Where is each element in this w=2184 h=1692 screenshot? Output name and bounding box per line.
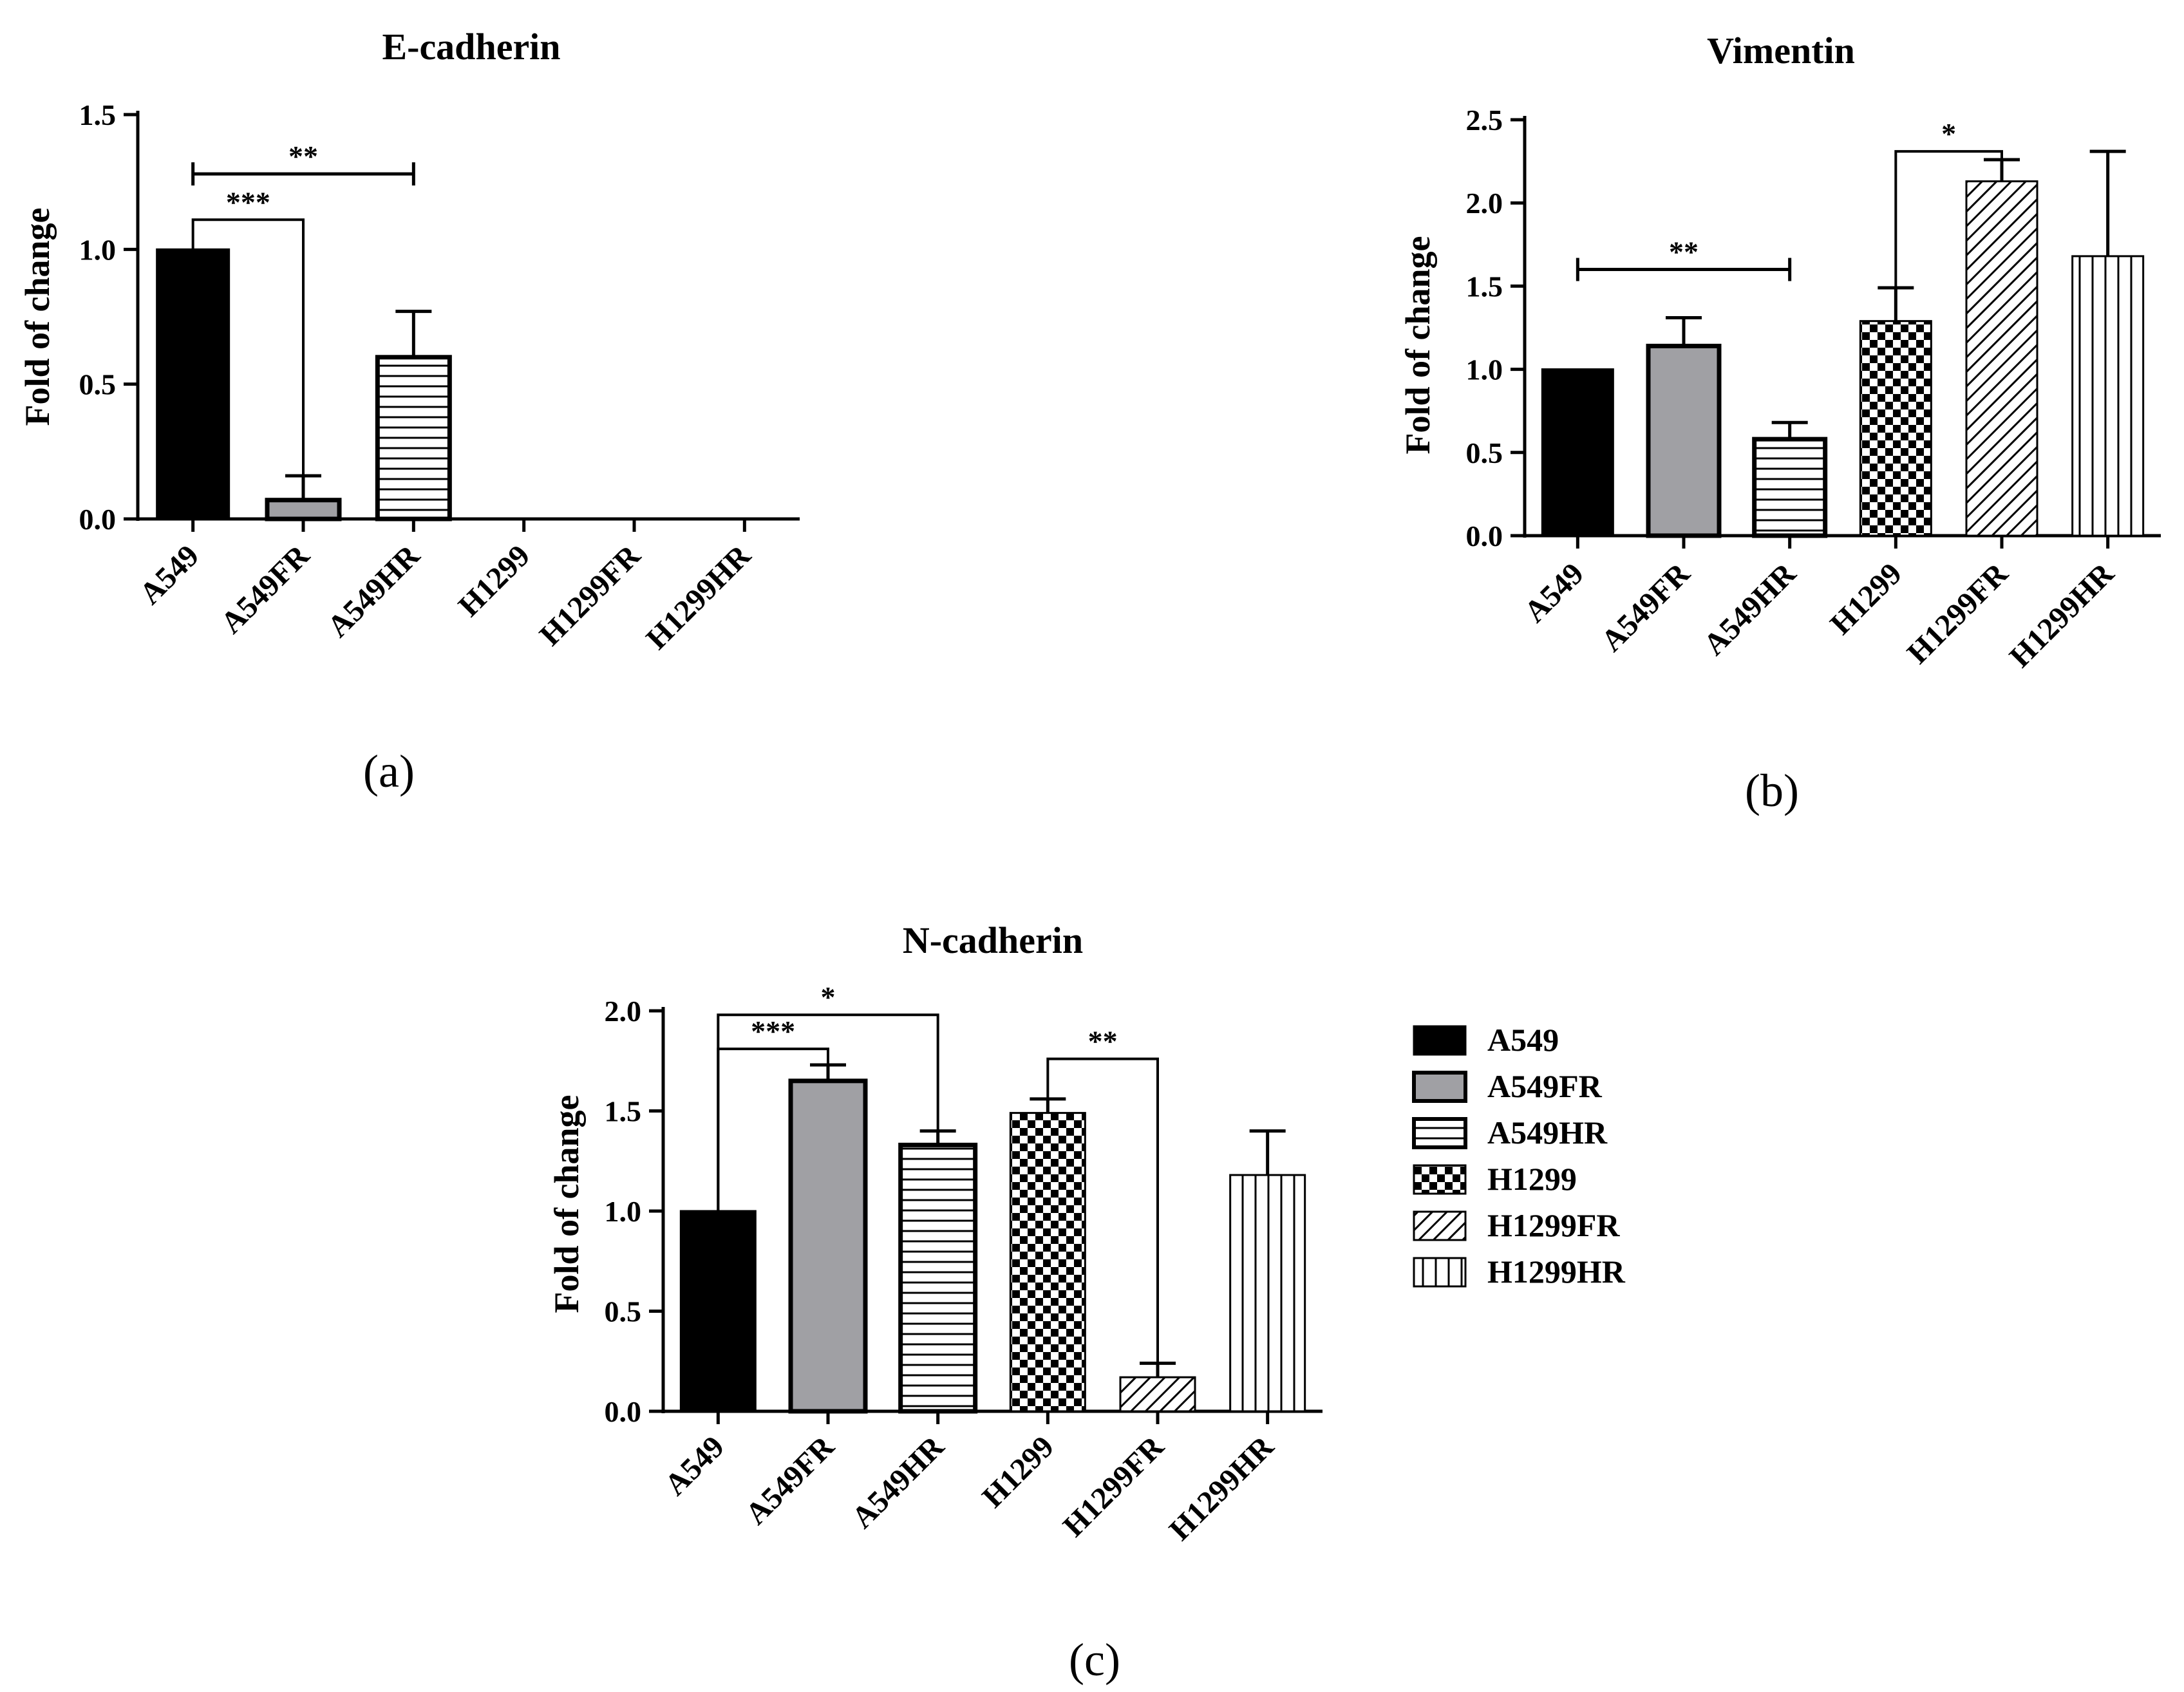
y-tick-label: 1.5 [1466,270,1503,303]
x-tick-label-a549hr: A549HR [1697,556,1803,662]
x-tick-label-a549fr: A549FR [214,538,317,640]
y-tick-label: 1.0 [1466,353,1503,386]
y-tick-label: 1.5 [605,1095,642,1128]
panel-label: (a) [363,746,415,797]
y-axis-label: Fold of change [1398,236,1437,454]
bar-h1299fr [1965,180,2038,537]
bar-h1299hr [1229,1174,1306,1413]
y-tick-label: 2.0 [605,995,642,1028]
legend-label-a549fr: A549FR [1487,1068,1603,1104]
legend-label-h1299fr: H1299FR [1487,1207,1620,1243]
significance-label: ** [1669,236,1699,268]
chart-vimentin: Vimentin Fold of change 0.0 0.5 1.0 1.5 2.0 2… [1398,30,2161,816]
y-tick-label: 0.5 [605,1295,642,1328]
bar-a549fr [1646,343,1722,538]
y-tick-label: 0.0 [605,1395,642,1428]
y-tick-label: 0.0 [79,503,117,536]
x-tick-label-a549fr: A549FR [739,1429,842,1531]
chart-n-cadherin: N-cadherin Fold of change 0.0 0.5 1.0 1.5 2.… [547,919,1323,1686]
x-tick-label-a549: A549 [658,1429,731,1502]
chart-title: Vimentin [1707,30,1855,71]
legend-label-h1299hr: H1299HR [1487,1254,1626,1290]
x-tick-label-a549: A549 [133,538,206,611]
x-tick-label-h1299hr: H1299HR [1163,1429,1281,1547]
y-tick-label: 1.0 [605,1195,642,1228]
x-tick-label-h1299fr: H1299FR [533,538,648,652]
plot-area: 0.0 0.5 1.0 1.5 A549 A549FR A549HR H1299H1299FR… [79,99,800,656]
legend-swatch-h1299hr [1413,1257,1467,1288]
y-tick-label: 2.0 [1466,187,1503,220]
y-axis-label: Fold of change [18,207,57,426]
legend-swatch-a549 [1413,1025,1467,1056]
x-tick-label-a549: A549 [1518,556,1590,629]
x-tick-label-h1299fr: H1299FR [1901,556,2015,670]
legend-swatch-h1299fr [1413,1210,1467,1241]
x-tick-label-h1299: H1299 [975,1429,1060,1514]
bar-a549hr [1752,437,1828,538]
significance-label: *** [226,185,270,218]
y-tick-label: 0.5 [79,368,117,401]
significance-bracket [1046,1057,1159,1364]
y-axis-label: Fold of change [547,1095,586,1313]
y-tick-label: 0.0 [1466,520,1503,552]
x-tick-label-a549hr: A549HR [845,1429,952,1535]
bar-h1299hr [2071,255,2145,537]
bar-a549hr [898,1142,978,1414]
bar-a549fr [788,1078,868,1414]
x-tick-label-h1299hr: H1299HR [2003,556,2122,674]
bar-h1299fr [1119,1376,1196,1413]
legend-label-h1299: H1299 [1487,1161,1577,1197]
significance-label: *** [751,1015,795,1048]
y-tick-label: 0.5 [1466,437,1503,469]
legend-swatch-a549hr [1412,1117,1467,1149]
x-tick-label-h1299: H1299 [1823,556,1908,641]
chart-title: N-cadherin [903,919,1083,961]
panel-label: (c) [1069,1634,1120,1686]
chart-e-cadherin: E-cadherin Fold of change 0.0 0.5 1.0 1.5 A5… [18,26,800,797]
chart-title: E-cadherin [382,26,560,68]
significance-label: * [821,981,836,1013]
significance-label: ** [1088,1025,1118,1058]
bar-h1299 [1009,1112,1086,1413]
bar-a549 [679,1210,757,1413]
bar-a549hr [375,355,452,522]
legend-label-a549: A549 [1487,1022,1559,1058]
y-tick-label: 1.0 [79,233,117,266]
significance-bracket [191,218,305,476]
y-tick-label: 1.5 [79,99,117,131]
x-tick-label-h1299hr: H1299HR [639,538,758,656]
bar-a549 [1541,368,1614,537]
bar-h1299 [1859,320,1932,537]
x-tick-label-a549fr: A549FR [1595,556,1697,658]
significance-bracket [1894,150,2003,288]
bar-a549 [156,248,231,520]
significance-label: ** [288,140,318,173]
y-tick-label: 2.5 [1466,104,1503,136]
legend-swatch-h1299 [1413,1164,1467,1195]
bar-a549fr [265,498,342,522]
x-tick-label-a549hr: A549HR [321,538,427,644]
legend: A549 A549FR A549HR H1299 H1299FR H1299HR [1412,1022,1626,1290]
panel-label: (b) [1745,765,1799,816]
significance-label: * [1941,117,1956,150]
legend-label-a549hr: A549HR [1487,1114,1608,1151]
x-tick-label-h1299fr: H1299FR [1057,1429,1171,1543]
legend-swatch-a549fr [1412,1071,1467,1103]
significance-bracket [717,1048,829,1211]
x-tick-label-h1299: H1299 [452,538,537,623]
